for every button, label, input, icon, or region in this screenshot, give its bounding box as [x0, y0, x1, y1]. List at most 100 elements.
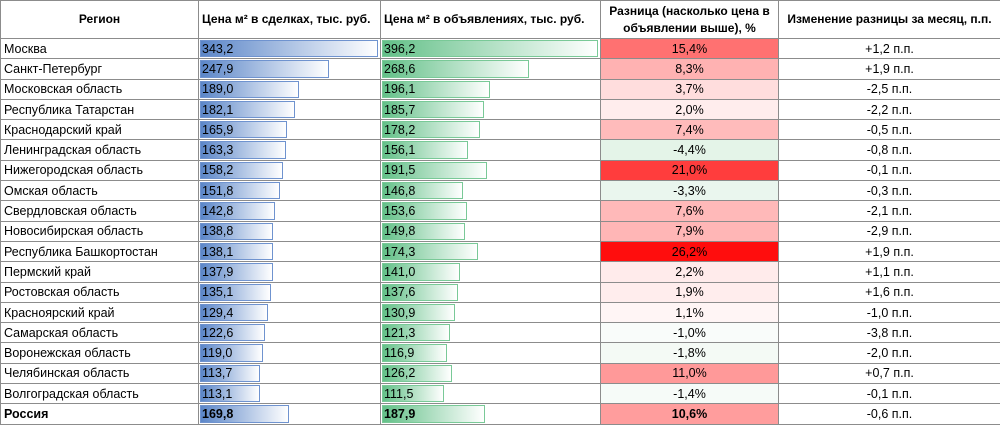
ads-cell[interactable]: 191,5: [380, 159, 601, 182]
ads-cell[interactable]: 187,9: [380, 403, 601, 425]
header-ads[interactable]: Цена м² в объявлениях, тыс. руб.: [380, 0, 601, 39]
change-cell[interactable]: +1,1 п.п.: [778, 261, 1000, 283]
change-cell[interactable]: -0,3 п.п.: [778, 180, 1000, 202]
region-cell[interactable]: Москва: [0, 37, 199, 60]
deals-cell[interactable]: 129,4: [198, 301, 381, 324]
ads-cell[interactable]: 396,2: [380, 37, 601, 60]
region-cell[interactable]: Санкт-Петербург: [0, 58, 199, 80]
deals-cell[interactable]: 151,8: [198, 180, 381, 202]
deals-cell[interactable]: 343,2: [198, 37, 381, 60]
change-cell[interactable]: -0,6 п.п.: [778, 403, 1000, 425]
region-cell[interactable]: Республика Башкортостан: [0, 240, 199, 263]
deals-cell[interactable]: 113,7: [198, 362, 381, 385]
deals-cell[interactable]: 137,9: [198, 261, 381, 283]
change-cell[interactable]: +1,9 п.п.: [778, 58, 1000, 80]
deals-cell[interactable]: 138,8: [198, 220, 381, 242]
region-cell[interactable]: Омская область: [0, 180, 199, 202]
ads-cell[interactable]: 153,6: [380, 200, 601, 222]
region-cell[interactable]: Ленинградская область: [0, 139, 199, 161]
diff-cell[interactable]: 21,0%: [600, 159, 779, 182]
diff-cell[interactable]: -1,4%: [600, 383, 779, 405]
deals-cell[interactable]: 158,2: [198, 159, 381, 182]
deals-cell[interactable]: 163,3: [198, 139, 381, 161]
ads-cell[interactable]: 156,1: [380, 139, 601, 161]
region-cell[interactable]: Краснодарский край: [0, 119, 199, 141]
change-cell[interactable]: +1,6 п.п.: [778, 281, 1000, 303]
deals-cell[interactable]: 113,1: [198, 383, 381, 405]
region-cell[interactable]: Самарская область: [0, 322, 199, 344]
deals-cell[interactable]: 119,0: [198, 342, 381, 364]
diff-cell[interactable]: 15,4%: [600, 37, 779, 60]
ads-cell[interactable]: 130,9: [380, 301, 601, 324]
diff-cell[interactable]: -1,0%: [600, 322, 779, 344]
change-cell[interactable]: -2,9 п.п.: [778, 220, 1000, 242]
change-cell[interactable]: -2,1 п.п.: [778, 200, 1000, 222]
deals-cell[interactable]: 122,6: [198, 322, 381, 344]
change-cell[interactable]: -0,5 п.п.: [778, 119, 1000, 141]
ads-cell[interactable]: 268,6: [380, 58, 601, 80]
deals-cell[interactable]: 142,8: [198, 200, 381, 222]
region-cell[interactable]: Россия: [0, 403, 199, 425]
region-cell[interactable]: Воронежская область: [0, 342, 199, 364]
change-cell[interactable]: -2,0 п.п.: [778, 342, 1000, 364]
deals-cell[interactable]: 189,0: [198, 78, 381, 100]
header-region[interactable]: Регион: [0, 0, 199, 39]
ads-cell[interactable]: 137,6: [380, 281, 601, 303]
change-cell[interactable]: +1,9 п.п.: [778, 240, 1000, 263]
ads-cell[interactable]: 146,8: [380, 180, 601, 202]
diff-cell[interactable]: 3,7%: [600, 78, 779, 100]
ads-cell[interactable]: 126,2: [380, 362, 601, 385]
region-cell[interactable]: Пермский край: [0, 261, 199, 283]
ads-cell[interactable]: 116,9: [380, 342, 601, 364]
diff-cell[interactable]: 7,9%: [600, 220, 779, 242]
region-cell[interactable]: Республика Татарстан: [0, 98, 199, 121]
change-cell[interactable]: -0,8 п.п.: [778, 139, 1000, 161]
header-diff[interactable]: Разница (насколько цена в объявлении выш…: [600, 0, 779, 39]
diff-cell[interactable]: 1,1%: [600, 301, 779, 324]
diff-cell[interactable]: -4,4%: [600, 139, 779, 161]
diff-cell[interactable]: 7,6%: [600, 200, 779, 222]
region-cell[interactable]: Ростовская область: [0, 281, 199, 303]
ads-cell[interactable]: 185,7: [380, 98, 601, 121]
ads-cell[interactable]: 121,3: [380, 322, 601, 344]
ads-cell[interactable]: 111,5: [380, 383, 601, 405]
region-cell[interactable]: Нижегородская область: [0, 159, 199, 182]
change-cell[interactable]: -0,1 п.п.: [778, 383, 1000, 405]
change-cell[interactable]: -2,5 п.п.: [778, 78, 1000, 100]
ads-cell[interactable]: 178,2: [380, 119, 601, 141]
diff-cell[interactable]: 26,2%: [600, 240, 779, 263]
diff-cell[interactable]: -3,3%: [600, 180, 779, 202]
header-change[interactable]: Изменение разницы за месяц, п.п.: [778, 0, 1000, 39]
region-cell[interactable]: Челябинская область: [0, 362, 199, 385]
ads-cell[interactable]: 196,1: [380, 78, 601, 100]
deals-cell[interactable]: 138,1: [198, 240, 381, 263]
region-cell[interactable]: Свердловская область: [0, 200, 199, 222]
diff-cell[interactable]: 1,9%: [600, 281, 779, 303]
change-cell[interactable]: +0,7 п.п.: [778, 362, 1000, 385]
ads-cell[interactable]: 174,3: [380, 240, 601, 263]
diff-cell[interactable]: 2,2%: [600, 261, 779, 283]
diff-cell[interactable]: 11,0%: [600, 362, 779, 385]
region-cell[interactable]: Новосибирская область: [0, 220, 199, 242]
ads-cell[interactable]: 149,8: [380, 220, 601, 242]
region-cell[interactable]: Московская область: [0, 78, 199, 100]
change-cell[interactable]: -3,8 п.п.: [778, 322, 1000, 344]
region-cell[interactable]: Волгоградская область: [0, 383, 199, 405]
diff-cell[interactable]: 8,3%: [600, 58, 779, 80]
diff-cell[interactable]: -1,8%: [600, 342, 779, 364]
deals-cell[interactable]: 247,9: [198, 58, 381, 80]
change-cell[interactable]: -2,2 п.п.: [778, 98, 1000, 121]
ads-cell[interactable]: 141,0: [380, 261, 601, 283]
change-cell[interactable]: -0,1 п.п.: [778, 159, 1000, 182]
deals-cell[interactable]: 135,1: [198, 281, 381, 303]
change-cell[interactable]: -1,0 п.п.: [778, 301, 1000, 324]
diff-cell[interactable]: 2,0%: [600, 98, 779, 121]
region-cell[interactable]: Красноярский край: [0, 301, 199, 324]
diff-cell[interactable]: 10,6%: [600, 403, 779, 425]
diff-cell[interactable]: 7,4%: [600, 119, 779, 141]
change-cell[interactable]: +1,2 п.п.: [778, 37, 1000, 60]
header-deals[interactable]: Цена м² в сделках, тыс. руб.: [198, 0, 381, 39]
deals-cell[interactable]: 182,1: [198, 98, 381, 121]
deals-cell[interactable]: 165,9: [198, 119, 381, 141]
deals-cell[interactable]: 169,8: [198, 403, 381, 425]
